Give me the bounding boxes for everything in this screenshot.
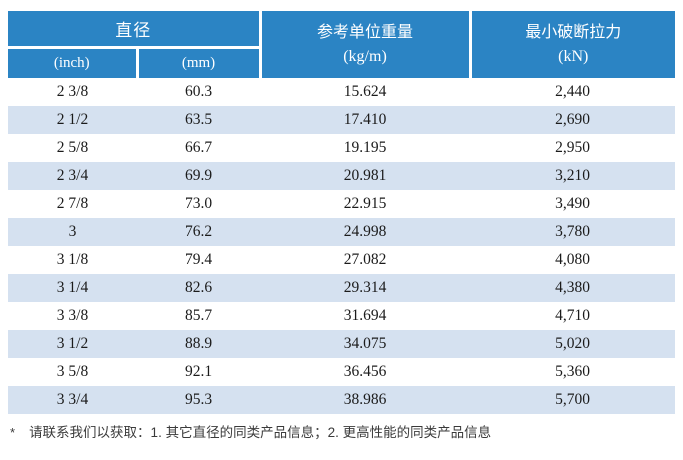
- header-breaking-force: 最小破断拉力 (kN): [468, 11, 675, 78]
- cell-inch: 3 1/4: [56, 279, 89, 296]
- cell-kn: 2,440: [555, 83, 590, 100]
- cell-mm: 76.2: [184, 223, 213, 240]
- cell-kg_m: 34.075: [343, 335, 387, 352]
- table-row: 3 3/4 95.3 38.986 5,700: [8, 386, 675, 414]
- cell-kg_m: 38.986: [343, 391, 387, 408]
- cell-inch: 3 5/8: [56, 363, 89, 380]
- table-row: 2 7/8 73.0 22.915 3,490: [8, 190, 675, 218]
- table-row: 3 1/4 82.6 29.314 4,380: [8, 274, 675, 302]
- table-row: 3 5/8 92.1 36.456 5,360: [8, 358, 675, 386]
- table-row: 3 1/8 79.4 27.082 4,080: [8, 246, 675, 274]
- cell-kg_m: 29.314: [343, 279, 387, 296]
- cell-kg_m: 20.981: [343, 167, 387, 184]
- cell-mm: 82.6: [184, 279, 213, 296]
- cell-kg_m: 31.694: [343, 307, 387, 324]
- table-row: 2 3/8 60.3 15.624 2,440: [8, 78, 675, 106]
- cell-mm: 66.7: [184, 139, 213, 156]
- cell-inch: 3 1/2: [56, 335, 89, 352]
- cell-kg_m: 24.998: [343, 223, 387, 240]
- footnote: * 请联系我们以获取：1. 其它直径的同类产品信息；2. 更高性能的同类产品信息: [10, 424, 670, 442]
- cell-mm: 69.9: [184, 167, 213, 184]
- header-unit-weight-label: 参考单位重量: [316, 24, 413, 42]
- cell-kn: 3,210: [555, 167, 590, 184]
- header-diameter: 直径: [8, 11, 262, 49]
- cell-mm: 92.1: [184, 363, 213, 380]
- cell-kn: 3,780: [555, 223, 590, 240]
- table-row: 2 5/8 66.7 19.195 2,950: [8, 134, 675, 162]
- cell-inch: 3 3/8: [56, 307, 89, 324]
- header-breaking-force-label: 最小破断拉力: [525, 24, 622, 42]
- cell-mm: 60.3: [184, 83, 213, 100]
- cell-mm: 95.3: [184, 391, 213, 408]
- cell-mm: 88.9: [184, 335, 213, 352]
- footnote-marker: *: [10, 425, 16, 440]
- cell-kg_m: 17.410: [343, 111, 387, 128]
- cell-mm: 85.7: [184, 307, 213, 324]
- cell-kn: 4,380: [555, 279, 590, 296]
- table-row: 3 3/8 85.7 31.694 4,710: [8, 302, 675, 330]
- cell-kn: 3,490: [555, 195, 590, 212]
- cell-kn: 4,080: [555, 251, 590, 268]
- cell-inch: 2 3/4: [56, 167, 89, 184]
- cell-kg_m: 36.456: [343, 363, 387, 380]
- cell-kn: 4,710: [555, 307, 590, 324]
- table-row: 3 1/2 88.9 34.075 5,020: [8, 330, 675, 358]
- cell-kg_m: 27.082: [343, 251, 387, 268]
- cell-kg_m: 15.624: [343, 83, 387, 100]
- header-unit-weight: 参考单位重量 (kg/m): [258, 11, 470, 78]
- table-row: 3 76.2 24.998 3,780: [8, 218, 675, 246]
- cell-inch: 3: [68, 223, 77, 240]
- table-body: 2 3/8 60.3 15.624 2,440 2 1/2 63.5 17.410 2,690…: [8, 78, 675, 414]
- header-mm: (mm): [137, 47, 260, 78]
- footnote-text: 请联系我们以获取：1. 其它直径的同类产品信息；2. 更高性能的同类产品信息: [29, 425, 492, 440]
- cell-kn: 5,360: [555, 363, 590, 380]
- cell-mm: 79.4: [184, 251, 213, 268]
- table-row: 2 1/2 63.5 17.410 2,690: [8, 106, 675, 134]
- cell-kg_m: 22.915: [343, 195, 387, 212]
- header-inch: (inch): [8, 47, 139, 78]
- cell-inch: 2 1/2: [56, 111, 89, 128]
- header-unit-weight-unit: (kg/m): [343, 47, 387, 65]
- table-header: 直径 参考单位重量 (kg/m) 最小破断拉力 (kN) (inch) (mm): [8, 11, 675, 78]
- cell-inch: 3 3/4: [56, 391, 89, 408]
- cell-mm: 73.0: [184, 195, 213, 212]
- cell-inch: 2 3/8: [56, 83, 89, 100]
- table-row: 2 3/4 69.9 20.981 3,210: [8, 162, 675, 190]
- cell-kn: 5,020: [555, 335, 590, 352]
- cell-kg_m: 19.195: [343, 139, 387, 156]
- spec-table: 直径 参考单位重量 (kg/m) 最小破断拉力 (kN) (inch) (mm)…: [8, 11, 675, 414]
- cell-inch: 2 5/8: [56, 139, 89, 156]
- cell-inch: 2 7/8: [56, 195, 89, 212]
- cell-kn: 2,950: [555, 139, 590, 156]
- cell-inch: 3 1/8: [56, 251, 89, 268]
- cell-mm: 63.5: [184, 111, 213, 128]
- cell-kn: 2,690: [555, 111, 590, 128]
- header-breaking-force-unit: (kN): [558, 47, 589, 65]
- cell-kn: 5,700: [555, 391, 590, 408]
